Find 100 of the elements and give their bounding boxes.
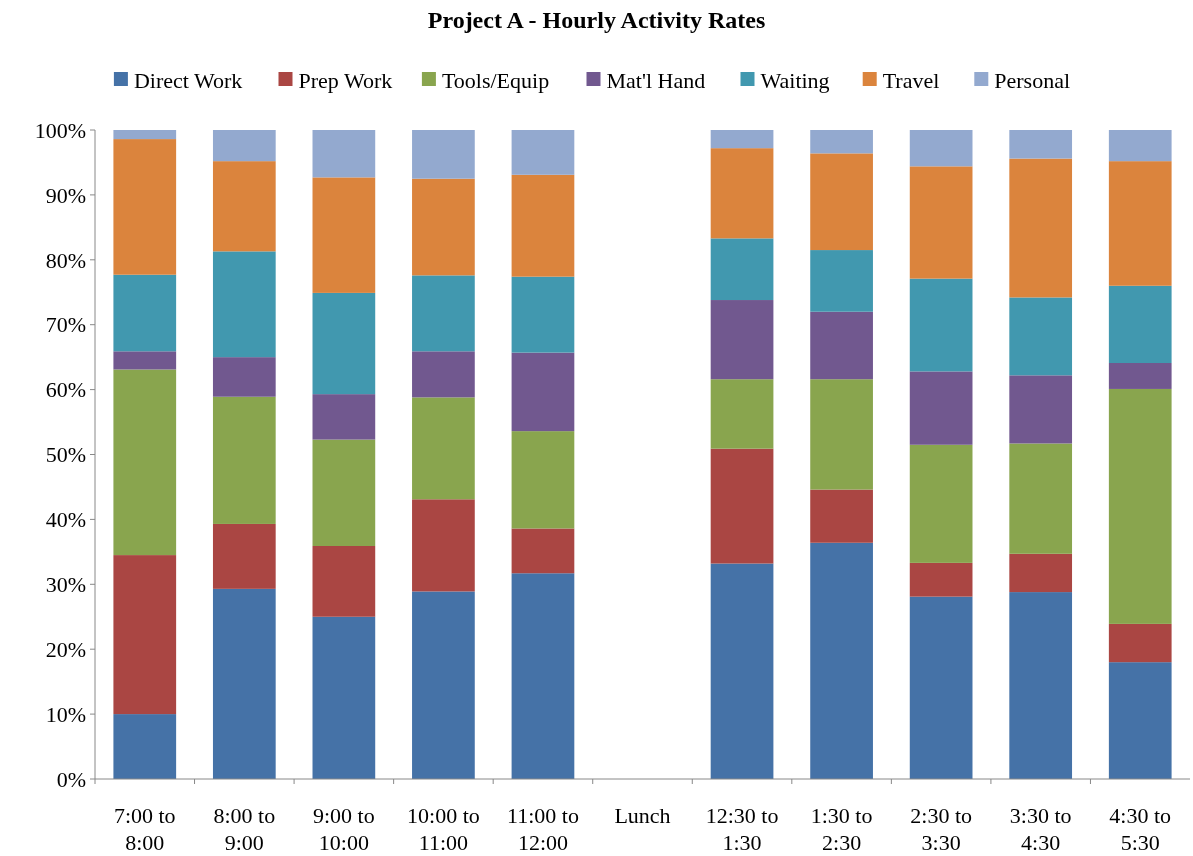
y-tick-label: 80%: [45, 247, 86, 273]
bar: [1009, 443, 1073, 554]
bar: [710, 300, 774, 380]
bar: [810, 130, 873, 154]
bar: [412, 397, 475, 500]
legend-label: Tools/Equip: [441, 67, 550, 93]
bar: [1009, 297, 1073, 376]
bar: [810, 379, 873, 490]
bar: [511, 431, 575, 529]
bar: [511, 174, 575, 277]
legend-label: Mat'l Hand: [606, 67, 706, 93]
y-tick-label: 10%: [45, 701, 86, 727]
bar: [312, 439, 376, 547]
bar: [1009, 375, 1073, 444]
bar: [113, 139, 177, 275]
x-tick-label: 2:30 to 3:30: [910, 803, 972, 855]
bar: [412, 591, 475, 779]
bar: [212, 357, 276, 397]
x-tick-label: 4:30 to 5:30: [1109, 803, 1172, 855]
legend-label: Prep Work: [298, 67, 393, 93]
bar: [1108, 388, 1172, 624]
bar: [412, 275, 475, 352]
y-tick-label: 50%: [45, 442, 86, 468]
bar: [113, 555, 177, 715]
bar: [113, 369, 177, 556]
bar: [312, 546, 376, 617]
bar: [909, 130, 973, 167]
bar: [909, 596, 973, 779]
bar: [212, 251, 276, 358]
y-tick-label: 70%: [45, 312, 86, 338]
bar: [1108, 362, 1172, 389]
x-tick-label: 10:00 to 11:00: [407, 803, 480, 855]
bar: [1108, 161, 1172, 286]
bar: [810, 250, 873, 312]
bar: [412, 499, 475, 592]
bar: [909, 562, 973, 597]
bar: [909, 371, 973, 445]
x-tick-label: Lunch: [614, 803, 671, 828]
bar: [909, 278, 973, 372]
bar: [113, 130, 177, 140]
bar: [511, 130, 575, 175]
bar: [212, 396, 276, 524]
x-tick-label: 3:30 to 4:30: [1009, 803, 1072, 855]
bar: [1108, 662, 1172, 779]
y-tick-label: 40%: [45, 507, 86, 533]
bar: [511, 528, 575, 574]
bar: [1108, 130, 1172, 162]
bar: [312, 130, 376, 178]
x-tick-label: 9:00 to 10:00: [313, 803, 375, 855]
bar: [1009, 592, 1073, 779]
y-tick-label: 20%: [45, 636, 86, 662]
bar: [1108, 623, 1172, 663]
bar: [710, 130, 774, 149]
bar: [511, 276, 575, 353]
bar: [1108, 285, 1172, 363]
bar: [511, 573, 575, 779]
bar: [312, 616, 376, 779]
bar: [212, 130, 276, 162]
legend-label: Direct Work: [133, 67, 243, 93]
bar: [212, 161, 276, 252]
bar: [113, 351, 177, 370]
bar: [810, 489, 873, 543]
y-tick-label: 60%: [45, 377, 86, 403]
bar: [710, 148, 774, 239]
bar: [909, 166, 973, 279]
bar: [511, 352, 575, 432]
x-tick-label: 1:30 to 2:30: [810, 803, 873, 855]
x-tick-label: 7:00 to 8:00: [113, 803, 176, 855]
legend-label: Travel: [882, 67, 940, 93]
bar: [1009, 158, 1073, 298]
bar: [113, 714, 177, 779]
bar: [412, 351, 475, 398]
bar: [810, 153, 873, 251]
bar: [212, 588, 276, 779]
bar: [710, 238, 774, 301]
bar: [312, 177, 376, 293]
legend-label: Personal: [994, 67, 1071, 93]
bar: [212, 523, 276, 589]
bar: [909, 444, 973, 563]
y-tick-label: 100%: [34, 117, 86, 143]
bar: [412, 130, 475, 179]
bar: [710, 448, 774, 564]
x-tick-label: 8:00 to 9:00: [213, 803, 276, 855]
y-tick-label: 90%: [45, 182, 86, 208]
bar: [1009, 553, 1073, 593]
bar: [810, 311, 873, 380]
bar: [113, 274, 177, 352]
y-tick-label: 0%: [56, 766, 86, 792]
bar: [312, 394, 376, 440]
x-tick-label: 11:00 to 12:00: [506, 803, 579, 855]
x-tick-label: 12:30 to 1:30: [705, 803, 779, 855]
y-tick-label: 30%: [45, 572, 86, 597]
bar: [312, 292, 376, 395]
legend-label: Waiting: [760, 67, 830, 93]
bar: [1009, 130, 1073, 159]
bar: [810, 542, 873, 779]
bar: [710, 379, 774, 449]
bar: [710, 563, 774, 779]
bar: [412, 178, 475, 276]
chart-title: Project A - Hourly Activity Rates: [427, 7, 766, 33]
